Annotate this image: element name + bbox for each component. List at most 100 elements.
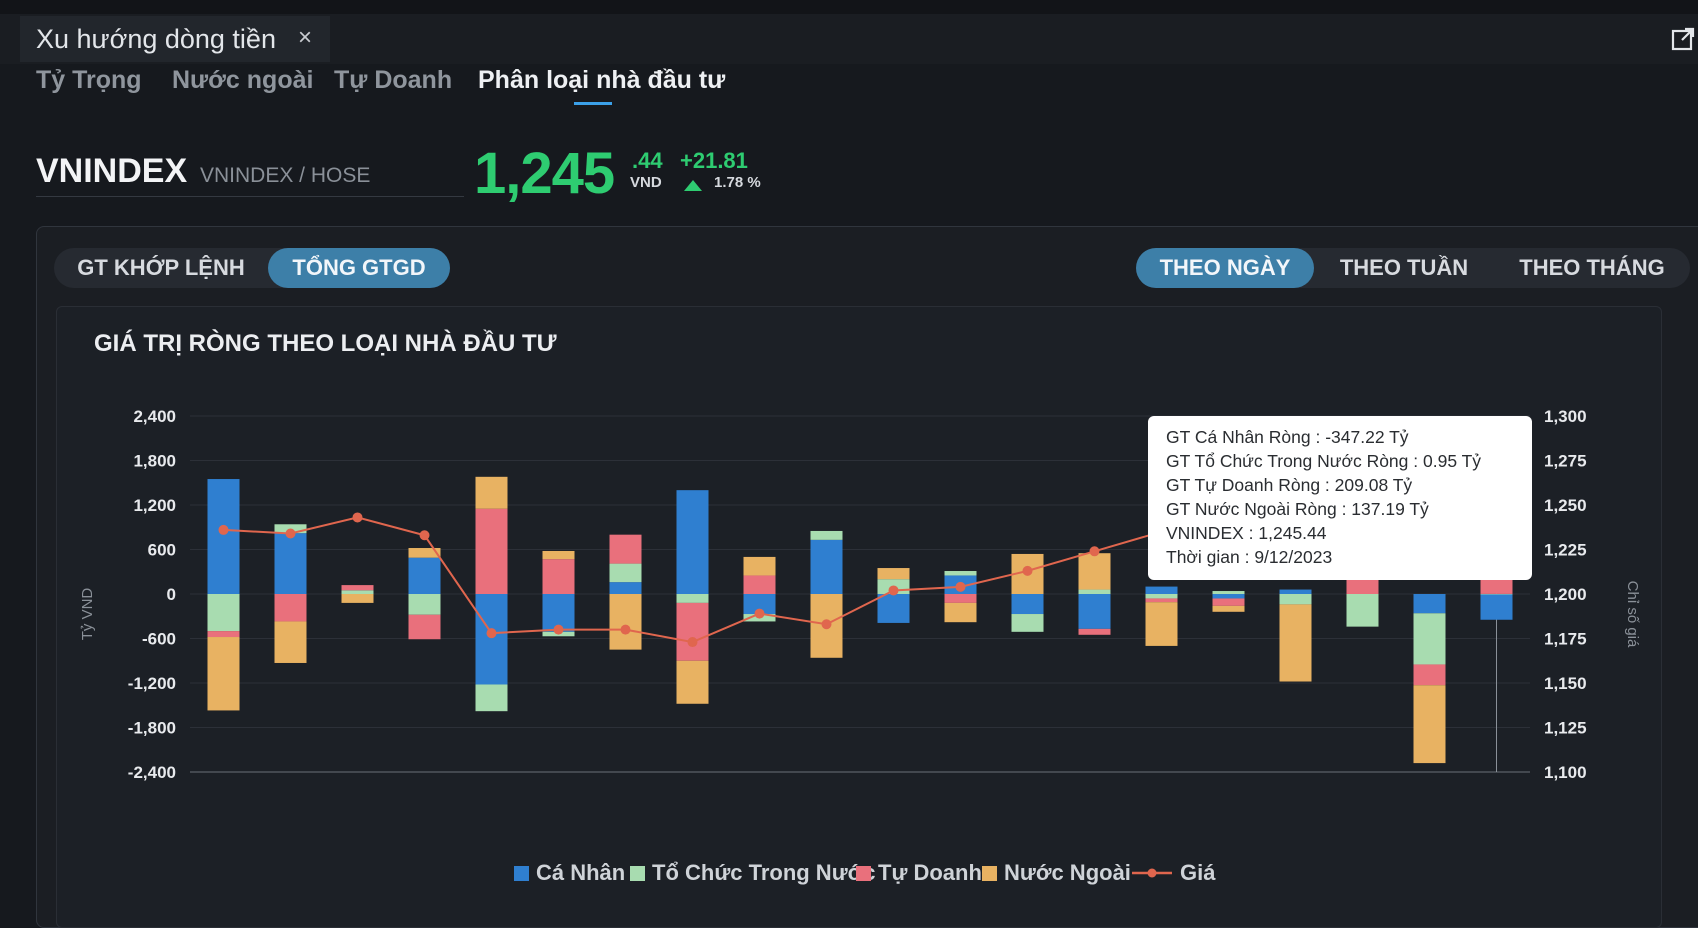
theo-thang-button[interactable]: THEO THÁNG: [1519, 255, 1665, 280]
y-tick-label: 600: [148, 541, 176, 560]
close-icon[interactable]: ×: [298, 24, 313, 51]
price-decimal: .44: [632, 148, 663, 173]
bar-tu_doanh: [1212, 598, 1245, 606]
bar-ca_nhan: [609, 582, 642, 594]
gt-khop-lenh-button[interactable]: GT KHỚP LỆNH: [77, 255, 245, 280]
bar-nuoc_ngoai: [1078, 553, 1111, 590]
bar-ca_nhan: [1078, 594, 1111, 629]
chart-tooltip: GT Cá Nhân Ròng : -347.22 Tỷ GT Tổ Chức …: [1148, 416, 1532, 580]
bar-ca_nhan: [274, 533, 307, 594]
bar-to_chuc: [810, 530, 843, 540]
tab-phan-loai-nha-dau-tu[interactable]: Phân loại nhà đầu tư: [478, 66, 726, 94]
tooltip-line-time: Thời gian : 9/12/2023: [1166, 547, 1333, 567]
y2-tick-label: 1,250: [1544, 496, 1587, 515]
legend-nuoc-ngoai[interactable]: Nước Ngoài: [982, 860, 1131, 886]
bar-nuoc_ngoai: [676, 660, 709, 704]
legend-label: Giá: [1180, 860, 1216, 885]
bar-nuoc_ngoai: [274, 621, 307, 663]
chart-panel: [56, 306, 1662, 928]
price-point: [218, 524, 229, 535]
theo-ngay-button[interactable]: THEO NGÀY: [1136, 248, 1314, 288]
legend-label: Cá Nhân: [536, 860, 626, 885]
legend-tu-doanh[interactable]: Tự Doanh: [856, 860, 982, 886]
ticker-exchange: VNINDEX / HOSE: [200, 164, 371, 187]
divider: [36, 196, 464, 197]
legend-label: Nước Ngoài: [1004, 860, 1131, 885]
bar-nuoc_ngoai: [743, 556, 776, 576]
bar-nuoc_ngoai: [475, 476, 508, 509]
bar-ca_nhan: [408, 557, 441, 594]
price-point: [821, 619, 832, 630]
bar-to_chuc: [1413, 613, 1446, 665]
bar-to_chuc: [1011, 614, 1044, 632]
y-tick-label: 0: [167, 585, 176, 604]
bar-to_chuc: [609, 563, 642, 583]
y-tick-label: -600: [142, 630, 176, 649]
y-tick-label: -1,800: [128, 719, 176, 738]
price-point: [687, 637, 698, 648]
bar-nuoc_ngoai: [1212, 605, 1245, 612]
bar-ca_nhan: [207, 479, 240, 594]
active-tab-indicator: [574, 102, 612, 105]
bar-nuoc_ngoai: [1145, 602, 1178, 646]
price-point: [419, 530, 430, 541]
bar-nuoc_ngoai: [341, 594, 374, 603]
price-point: [955, 581, 966, 592]
chart-legend: Cá Nhân Tổ Chức Trong Nước Tự Doanh Nước…: [0, 860, 1698, 890]
bar-to_chuc: [1480, 593, 1513, 595]
bar-ca_nhan: [810, 539, 843, 594]
bar-ca_nhan: [1212, 594, 1245, 599]
bar-to_chuc: [1346, 594, 1379, 627]
y2-axis-title: Chỉ số giá: [1624, 581, 1641, 648]
bar-nuoc_ngoai: [1413, 685, 1446, 764]
external-link-icon[interactable]: [1670, 26, 1696, 52]
tab-ty-trong[interactable]: Tỷ Trọng: [36, 66, 142, 94]
price-point: [486, 628, 497, 639]
legend-label: Tổ Chức Trong Nước: [652, 860, 876, 885]
theo-tuan-button[interactable]: THEO TUẦN: [1339, 255, 1469, 280]
bar-tu_doanh: [542, 559, 575, 594]
y-tick-label: -1,200: [128, 674, 176, 693]
price-point: [1089, 546, 1100, 557]
price-point: [352, 512, 363, 523]
bar-nuoc_ngoai: [408, 548, 441, 558]
y2-tick-label: 1,300: [1544, 407, 1587, 426]
bar-nuoc_ngoai: [877, 568, 910, 580]
legend-swatch-ca-nhan: [514, 865, 529, 881]
y2-tick-label: 1,225: [1544, 541, 1587, 560]
bar-nuoc_ngoai: [1279, 604, 1312, 682]
y-axis-title: Tỷ VND: [79, 588, 96, 641]
tooltip-line-vnindex: VNINDEX : 1,245.44: [1166, 523, 1327, 543]
legend-gia[interactable]: Giá: [1130, 860, 1215, 886]
tab-nuoc-ngoai[interactable]: Nước ngoài: [172, 66, 314, 94]
legend-ca-nhan[interactable]: Cá Nhân: [514, 860, 625, 886]
top-bar: [0, 0, 1698, 14]
bar-ca_nhan: [1413, 594, 1446, 614]
y2-tick-label: 1,200: [1544, 585, 1587, 604]
legend-line-icon: [1132, 868, 1172, 878]
bar-nuoc_ngoai: [207, 637, 240, 711]
bar-to_chuc: [1279, 594, 1312, 605]
tab-tu-doanh[interactable]: Tự Doanh: [334, 66, 453, 94]
y2-tick-label: 1,100: [1544, 763, 1587, 782]
y-tick-label: 1,200: [133, 496, 176, 515]
bar-ca_nhan: [475, 594, 508, 685]
bar-ca_nhan: [1480, 594, 1513, 620]
bar-ca_nhan: [1011, 594, 1044, 615]
bar-to_chuc: [475, 684, 508, 712]
tooltip-line-tu-doanh: GT Tự Doanh Ròng : 209.08 Tỷ: [1166, 475, 1413, 495]
bar-tu_doanh: [1346, 576, 1379, 594]
document-tab[interactable]: Xu hướng dòng tiền ×: [20, 16, 330, 62]
bar-to_chuc: [1212, 591, 1245, 594]
bar-ca_nhan: [1145, 586, 1178, 594]
tooltip-line-nuoc-ngoai: GT Nước Ngoài Ròng : 137.19 Tỷ: [1166, 499, 1429, 519]
legend-label: Tự Doanh: [878, 860, 982, 885]
tong-gtgd-button[interactable]: TỔNG GTGD: [268, 248, 450, 288]
bar-tu_doanh: [408, 614, 441, 640]
bar-to_chuc: [1078, 589, 1111, 594]
bar-tu_doanh: [1145, 598, 1178, 603]
bar-ca_nhan: [743, 594, 776, 615]
bar-tu_doanh: [475, 508, 508, 594]
legend-to-chuc[interactable]: Tổ Chức Trong Nước: [630, 860, 876, 886]
arrow-up-icon: [684, 180, 702, 191]
